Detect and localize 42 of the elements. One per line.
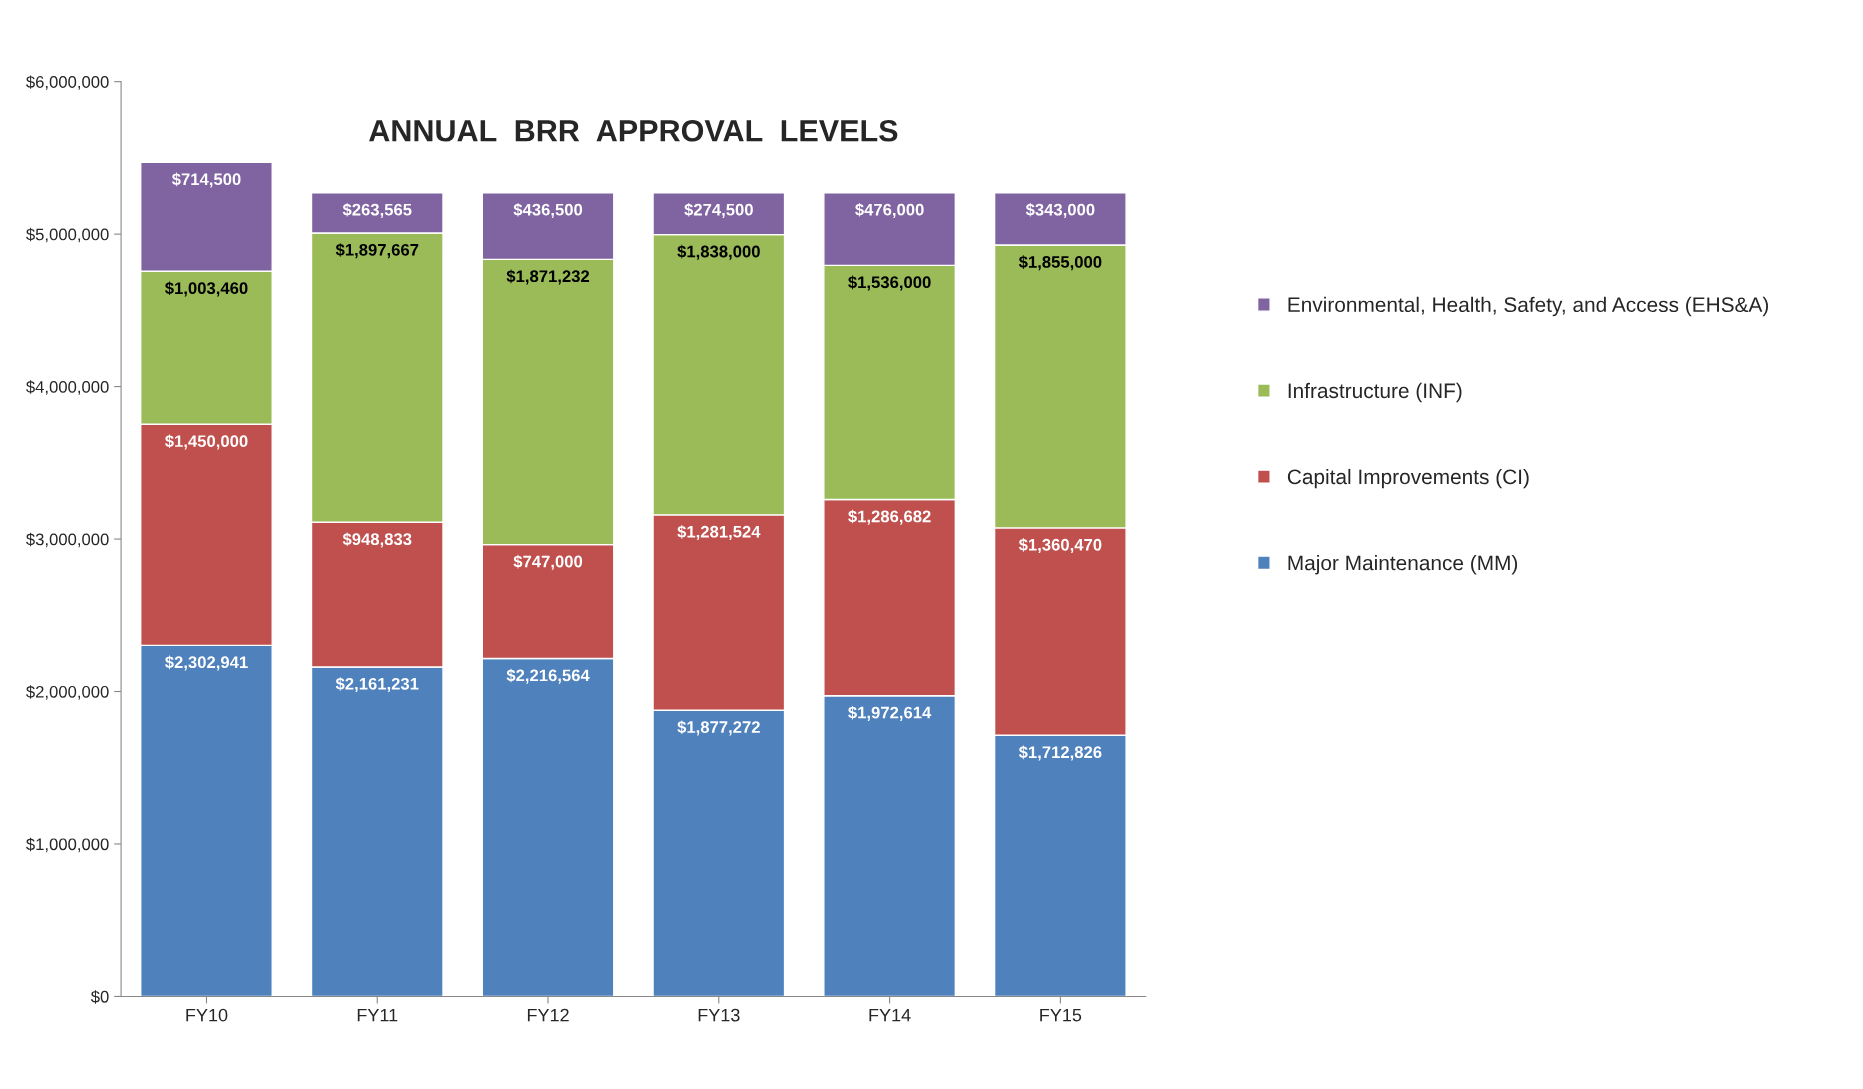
data-label: $1,897,667 (335, 243, 419, 259)
data-label: $274,500 (684, 203, 753, 218)
data-label: $1,838,000 (677, 244, 760, 260)
legend-label: Capital Improvements (CI) (1287, 468, 1529, 489)
y-tick-label: $5,000,000 (26, 227, 109, 243)
y-tick-label: $2,000,000 (26, 685, 109, 700)
x-tick-label: FY14 (869, 1008, 911, 1022)
y-tick-label: $6,000,000 (26, 75, 109, 90)
legend-label: Major Maintenance (MM) (1288, 555, 1518, 575)
data-label: $2,302,941 (165, 655, 248, 671)
data-label: $948,833 (342, 532, 412, 548)
data-label: $2,161,231 (335, 677, 419, 693)
y-tick-label: $1,000,000 (26, 837, 109, 853)
data-label: $1,972,614 (848, 705, 932, 721)
x-tick-label: FY11 (357, 1008, 398, 1022)
x-tick-label: FY10 (186, 1008, 228, 1022)
data-label: $436,500 (513, 203, 583, 218)
data-label: $747,000 (513, 554, 583, 570)
legend-label: Environmental, Health, Safety, and Access (EHS&A) (1288, 296, 1768, 317)
data-label: $2,216,564 (506, 668, 590, 684)
x-tick-label: FY13 (698, 1008, 740, 1022)
data-label: $1,286,682 (848, 509, 931, 525)
data-label: $1,877,272 (677, 720, 760, 736)
text: ANNUAL BRR APPROVAL LEVELS (369, 119, 898, 142)
data-label: $1,536,000 (848, 275, 931, 291)
legend-label: Infrastructure (INF) (1288, 382, 1462, 403)
y-tick-label: $0 (90, 990, 109, 1004)
y-tick-label: $3,000,000 (26, 532, 109, 548)
y-tick-label: $4,000,000 (26, 380, 109, 395)
data-label: $714,500 (171, 172, 241, 188)
x-tick-label: FY12 (527, 1008, 569, 1022)
data-label: $1,712,826 (1018, 745, 1102, 761)
data-label: $1,450,000 (165, 434, 248, 450)
data-label: $1,281,524 (677, 525, 761, 541)
data-label: $1,855,000 (1018, 255, 1102, 271)
x-tick-label: FY15 (1040, 1008, 1082, 1022)
data-label: $263,565 (342, 203, 412, 218)
data-label: $1,003,460 (165, 281, 248, 297)
data-label: $1,360,470 (1018, 538, 1102, 554)
data-label: $476,000 (855, 203, 924, 218)
data-label: $343,000 (1025, 203, 1095, 218)
data-label: $1,871,232 (506, 269, 590, 285)
